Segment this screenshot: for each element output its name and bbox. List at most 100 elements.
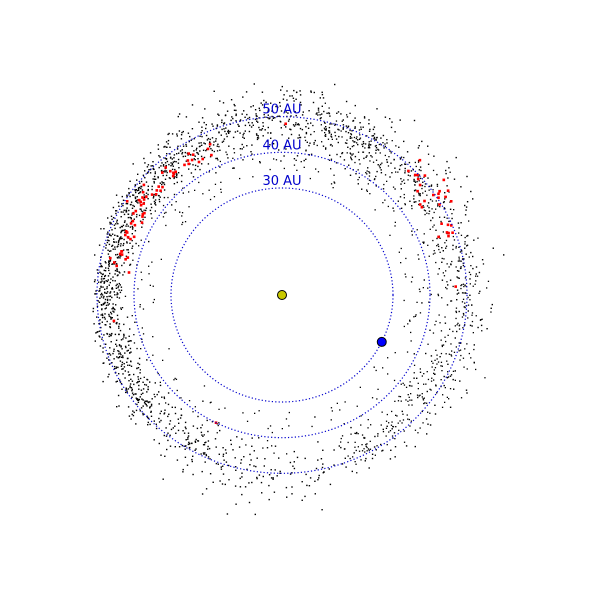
belt-object-dot (230, 439, 232, 441)
belt-object-dot (133, 342, 136, 344)
belt-object-dot (129, 374, 131, 376)
belt-object-dot (459, 380, 461, 382)
belt-object-dot (428, 189, 430, 191)
belt-object-dot (369, 440, 371, 442)
belt-object-dot (201, 163, 203, 165)
belt-object-dot (106, 320, 108, 323)
belt-object-dot (430, 293, 432, 296)
belt-object-dot (106, 333, 109, 335)
belt-object-dot (351, 154, 353, 156)
belt-object-dot (203, 156, 206, 159)
neptune-marker (376, 336, 387, 347)
belt-object-dot (446, 396, 448, 398)
belt-object-dot (165, 165, 167, 167)
belt-object-dot (145, 195, 148, 199)
belt-object-dot (103, 282, 105, 284)
belt-object-dot (285, 126, 287, 128)
belt-object-dot (224, 449, 227, 451)
belt-object-dot (108, 243, 111, 246)
belt-object-dot (423, 279, 425, 281)
belt-object-dot (120, 211, 122, 213)
belt-object-dot (166, 160, 169, 163)
belt-object-dot (426, 433, 428, 435)
belt-object-dot (197, 153, 200, 155)
belt-object-dot (227, 129, 230, 132)
belt-object-dot (146, 359, 148, 361)
belt-object-dot (142, 381, 144, 383)
belt-object-dot (454, 325, 456, 327)
belt-object-dot (176, 153, 178, 155)
belt-object-dot (120, 236, 122, 238)
belt-object-dot (221, 128, 223, 131)
belt-object-dot (312, 124, 314, 127)
belt-object-dot (382, 367, 384, 369)
belt-object-dot (182, 187, 184, 189)
belt-object-dot (112, 279, 114, 282)
belt-object-dot (419, 394, 421, 396)
belt-object-dot (402, 419, 405, 421)
belt-object-dot (253, 465, 255, 467)
belt-object-dot (109, 316, 112, 318)
belt-object-dot (433, 369, 435, 371)
belt-object-dot (341, 152, 344, 154)
belt-object-dot (93, 280, 96, 283)
belt-object-dot (400, 400, 402, 402)
belt-object-dot (151, 398, 153, 400)
belt-object-dot (359, 122, 361, 124)
belt-object-dot (256, 477, 258, 480)
belt-object-dot (203, 121, 205, 124)
belt-object-dot (118, 344, 121, 347)
belt-object-dot (187, 132, 190, 134)
belt-object-dot (305, 119, 308, 122)
belt-object-dot (215, 157, 217, 160)
belt-object-dot (275, 159, 278, 161)
belt-object-dot (354, 117, 356, 119)
belt-object-dot (481, 259, 484, 261)
belt-object-dot (325, 147, 327, 149)
belt-object-dot (419, 290, 421, 293)
belt-object-dot (350, 156, 352, 158)
belt-object-dot (452, 285, 454, 288)
belt-object-dot (427, 153, 430, 155)
belt-object-dot (340, 441, 342, 443)
belt-object-dot (157, 177, 159, 179)
belt-object-dot (194, 159, 196, 161)
belt-object-dot (305, 158, 307, 160)
belt-object-dot (141, 196, 144, 199)
belt-object-dot (445, 231, 449, 234)
belt-object-dot (234, 457, 236, 459)
belt-object-dot (314, 139, 316, 142)
belt-object-dot (121, 237, 123, 240)
belt-object-dot (219, 480, 221, 482)
belt-object-dot (328, 107, 330, 109)
belt-object-dot (221, 483, 224, 485)
belt-object-dot (430, 184, 433, 186)
belt-object-dot (109, 299, 111, 301)
belt-object-dot (174, 170, 177, 174)
belt-object-dot (111, 244, 114, 247)
belt-object-dot (253, 83, 255, 85)
belt-object-dot (224, 130, 226, 133)
belt-object-dot (305, 132, 308, 135)
belt-object-dot (164, 455, 166, 457)
belt-object-dot (135, 393, 137, 395)
belt-object-dot (116, 253, 119, 256)
belt-object-dot (169, 153, 171, 155)
belt-object-dot (204, 108, 206, 110)
belt-object-dot (390, 449, 392, 451)
belt-object-dot (417, 176, 419, 178)
belt-object-dot (131, 228, 134, 230)
belt-object-dot (115, 210, 117, 212)
belt-object-dot (162, 174, 164, 177)
belt-object-dot (421, 410, 423, 413)
belt-object-dot (295, 98, 297, 100)
belt-object-dot (368, 152, 370, 154)
belt-object-dot (457, 322, 459, 324)
belt-object-dot (115, 194, 118, 196)
belt-object-dot (133, 383, 135, 386)
belt-object-dot (430, 380, 433, 382)
belt-object-dot (115, 323, 118, 325)
belt-object-dot (100, 265, 102, 268)
belt-object-dot (108, 315, 110, 317)
belt-object-dot (345, 466, 347, 468)
